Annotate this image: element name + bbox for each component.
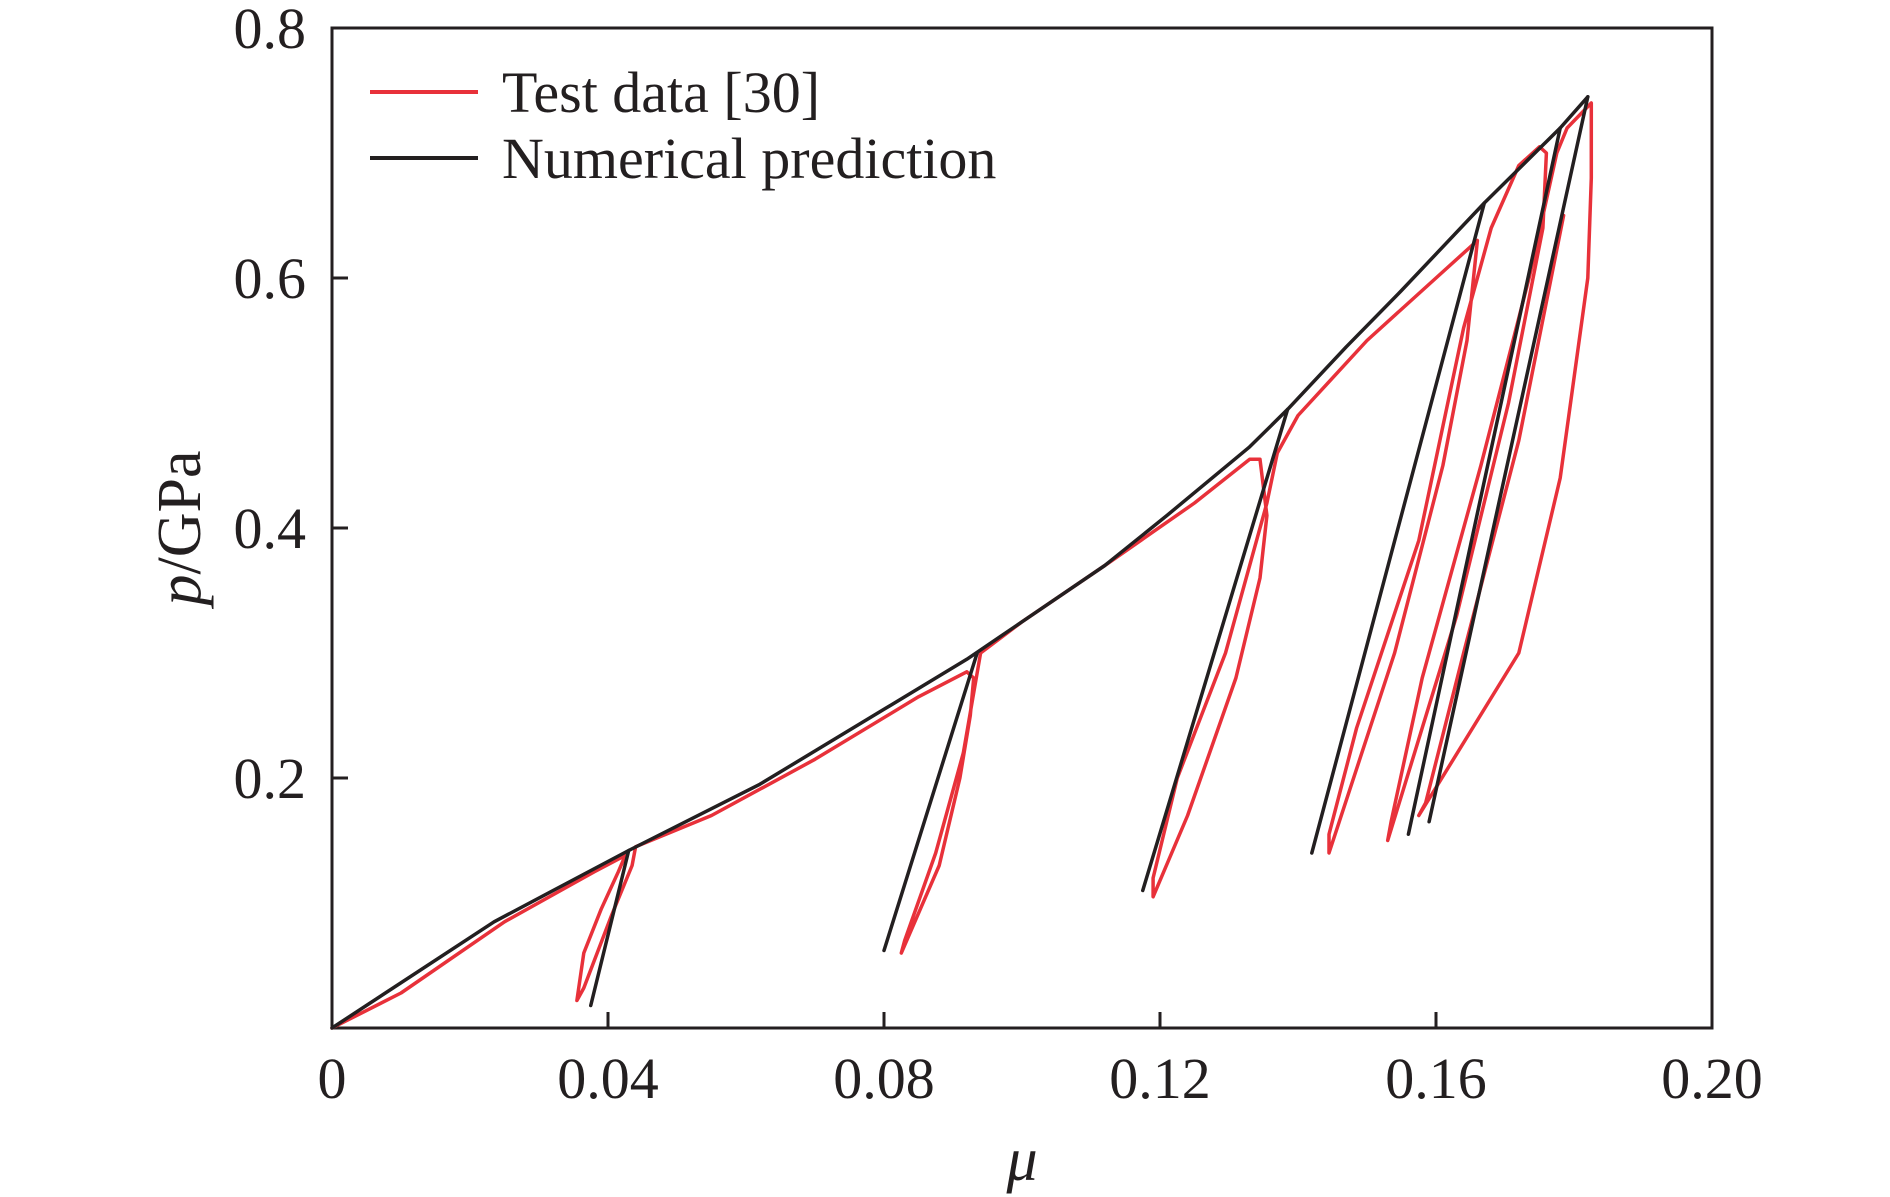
data-layer <box>330 95 1594 1030</box>
x-tick-label: 0.08 <box>833 1046 935 1111</box>
numerical-unloading-segment-5 <box>1406 126 1562 836</box>
y-tick-label: 0.4 <box>234 496 307 561</box>
x-tick-label: 0.20 <box>1661 1046 1763 1111</box>
x-tick-label: 0.04 <box>557 1046 659 1111</box>
legend-label-test-data: Test data [30] <box>502 60 820 125</box>
x-tick-label: 0.12 <box>1109 1046 1211 1111</box>
legend: Test data [30] Numerical prediction <box>370 60 996 191</box>
legend-label-numerical: Numerical prediction <box>502 126 996 191</box>
y-axis-unit: /GPa <box>146 451 214 575</box>
y-tick-label: 0.8 <box>234 0 307 61</box>
numerical-unloading-segment-6 <box>1427 95 1590 824</box>
series-line-test-data <box>330 101 1594 1030</box>
numerical-unloading-segment-2 <box>882 651 979 953</box>
y-tick-label: 0.6 <box>234 246 307 311</box>
numerical-unloading-segment-3 <box>1141 407 1290 893</box>
x-tick-label: 0.16 <box>1385 1046 1487 1111</box>
y-axis-title: p/GPa <box>146 451 214 610</box>
y-tick-label: 0.2 <box>234 746 307 811</box>
y-axis-variable: p <box>146 575 214 610</box>
series-line-numerical-prediction <box>330 95 1590 1030</box>
ticks-layer: 0 0.04 0.08 0.12 0.16 0.20 0.2 0.4 0.6 0.8 <box>234 0 1763 1111</box>
x-tick-label: 0 <box>318 1046 347 1111</box>
y-axis-title-text: p/GPa <box>146 451 214 610</box>
numerical-unloading-segment-4 <box>1310 201 1487 855</box>
x-axis-variable: μ <box>1005 1126 1037 1194</box>
numerical-unloading-segment-1 <box>589 848 631 1008</box>
x-axis-title-text: μ <box>1005 1126 1037 1194</box>
x-axis-title: μ <box>1005 1126 1037 1194</box>
